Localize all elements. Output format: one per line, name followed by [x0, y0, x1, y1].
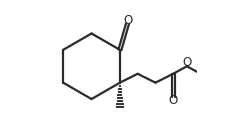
- Text: O: O: [124, 14, 133, 27]
- Text: O: O: [182, 56, 192, 69]
- Text: O: O: [168, 94, 178, 107]
